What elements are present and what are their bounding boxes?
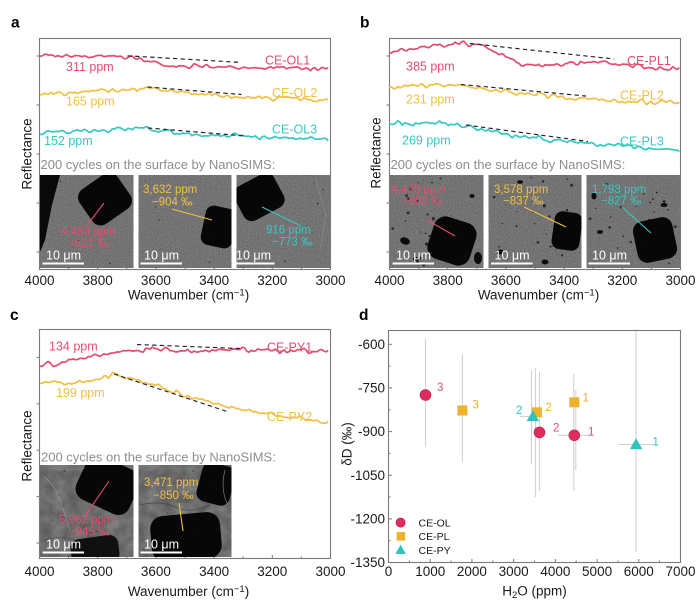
svg-text:CE-OL: CE-OL [419,518,451,530]
svg-text:269 ppm: 269 ppm [402,134,451,148]
svg-text:4000: 4000 [24,564,54,579]
svg-text:1,798 ppm: 1,798 ppm [592,184,646,196]
svg-text:3000: 3000 [499,564,529,579]
svg-text:-1350: -1350 [350,555,385,570]
svg-text:7000: 7000 [665,564,695,579]
svg-text:−850 ‰: −850 ‰ [153,490,194,502]
svg-text:3200: 3200 [257,564,287,579]
svg-text:916 ppm: 916 ppm [266,225,311,237]
svg-text:5,962 ppm: 5,962 ppm [59,515,113,527]
svg-text:3800: 3800 [433,273,463,288]
svg-text:c: c [10,307,19,324]
svg-text:−827 ‰: −827 ‰ [601,196,642,208]
svg-text:4000: 4000 [540,564,570,579]
svg-text:200 cycles on the surface by N: 200 cycles on the surface by NanoSIMS: [41,157,276,172]
svg-text:-750: -750 [358,381,385,396]
svg-text:b: b [360,15,369,32]
svg-text:−802 ‰: −802 ‰ [402,196,443,208]
svg-text:H2O (ppm): H2O (ppm) [502,584,567,602]
svg-text:199 ppm: 199 ppm [56,386,105,400]
svg-text:2: 2 [553,423,559,435]
svg-text:-600: -600 [358,337,385,352]
svg-text:1: 1 [583,393,589,405]
svg-text:3800: 3800 [83,273,113,288]
svg-text:1: 1 [653,437,659,449]
svg-text:4000: 4000 [374,273,404,288]
svg-text:1: 1 [588,427,594,439]
svg-text:4000: 4000 [24,273,54,288]
svg-text:10 μm: 10 μm [144,249,179,263]
svg-text:10 μm: 10 μm [592,249,627,263]
svg-text:a: a [11,15,20,32]
svg-text:CE-PL: CE-PL [419,531,450,543]
svg-text:−837 ‰: −837 ‰ [503,196,544,208]
svg-text:CE-PL1: CE-PL1 [627,54,671,68]
svg-text:3800: 3800 [83,564,113,579]
svg-text:4,476 ppm: 4,476 ppm [392,184,446,196]
svg-text:10 μm: 10 μm [396,249,431,263]
svg-text:-1050: -1050 [350,468,385,483]
svg-text:CE-OL2: CE-OL2 [272,86,317,100]
svg-text:−904 ‰: −904 ‰ [152,197,193,209]
svg-text:385 ppm: 385 ppm [406,60,455,74]
svg-text:Reflectance: Reflectance [369,117,384,188]
svg-text:3000: 3000 [665,273,695,288]
svg-text:3000: 3000 [315,273,345,288]
svg-text:3: 3 [437,382,443,394]
svg-text:10 μm: 10 μm [495,249,530,263]
svg-text:200 cycles on the surface by N: 200 cycles on the surface by NanoSIMS: [41,450,276,465]
svg-text:CE-PY1: CE-PY1 [267,341,312,355]
svg-text:−773 ‰: −773 ‰ [272,237,313,249]
svg-text:152 ppm: 152 ppm [44,134,93,148]
svg-text:CE-PL2: CE-PL2 [620,89,664,103]
svg-text:311 ppm: 311 ppm [66,60,114,74]
svg-text:10 μm: 10 μm [46,538,81,552]
svg-text:165 ppm: 165 ppm [66,95,115,109]
svg-text:3,471 ppm: 3,471 ppm [144,477,198,489]
svg-text:−945 ‰: −945 ‰ [69,527,110,539]
svg-text:3200: 3200 [257,273,287,288]
svg-text:2: 2 [516,405,522,417]
svg-text:Wavenumber (cm−1): Wavenumber (cm−1) [128,584,249,599]
svg-text:10 μm: 10 μm [144,538,179,552]
svg-text:3,578 ppm: 3,578 ppm [494,184,548,196]
svg-text:231 ppm: 231 ppm [406,93,455,107]
svg-text:2: 2 [546,402,552,414]
svg-text:δD (‰): δD (‰) [340,422,355,466]
svg-text:6000: 6000 [624,564,654,579]
svg-text:3200: 3200 [607,273,637,288]
svg-text:3600: 3600 [141,564,171,579]
svg-text:d: d [359,307,368,324]
svg-text:Wavenumber (cm−1): Wavenumber (cm−1) [478,288,599,303]
svg-text:−921 ‰: −921 ‰ [68,238,109,250]
svg-text:2000: 2000 [457,564,487,579]
svg-text:3000: 3000 [315,564,345,579]
svg-text:1000: 1000 [415,564,445,579]
svg-text:134 ppm: 134 ppm [49,340,98,354]
svg-text:CE-OL3: CE-OL3 [272,123,317,137]
svg-text:CE-PL3: CE-PL3 [620,135,664,149]
svg-text:4,483 ppm: 4,483 ppm [61,226,115,238]
svg-text:3400: 3400 [549,273,579,288]
svg-text:0: 0 [385,564,393,579]
svg-text:3600: 3600 [141,273,171,288]
svg-text:CE-OL1: CE-OL1 [265,54,310,68]
svg-text:Wavenumber (cm−1): Wavenumber (cm−1) [128,288,249,303]
svg-text:3: 3 [473,400,479,412]
svg-text:10 μm: 10 μm [236,249,271,263]
svg-text:3400: 3400 [199,273,229,288]
svg-text:3,632 ppm: 3,632 ppm [143,184,197,196]
svg-text:Reflectance: Reflectance [20,118,35,189]
svg-text:10 μm: 10 μm [46,249,81,263]
svg-text:5000: 5000 [582,564,612,579]
svg-text:Reflectance: Reflectance [20,410,35,481]
svg-text:3400: 3400 [199,564,229,579]
svg-text:-1200: -1200 [350,511,385,526]
svg-text:CE-PY2: CE-PY2 [267,410,312,424]
svg-text:3600: 3600 [491,273,521,288]
svg-text:CE-PY: CE-PY [419,545,451,557]
svg-text:-900: -900 [358,424,385,439]
svg-text:200 cycles on the surface by N: 200 cycles on the surface by NanoSIMS: [391,157,626,172]
